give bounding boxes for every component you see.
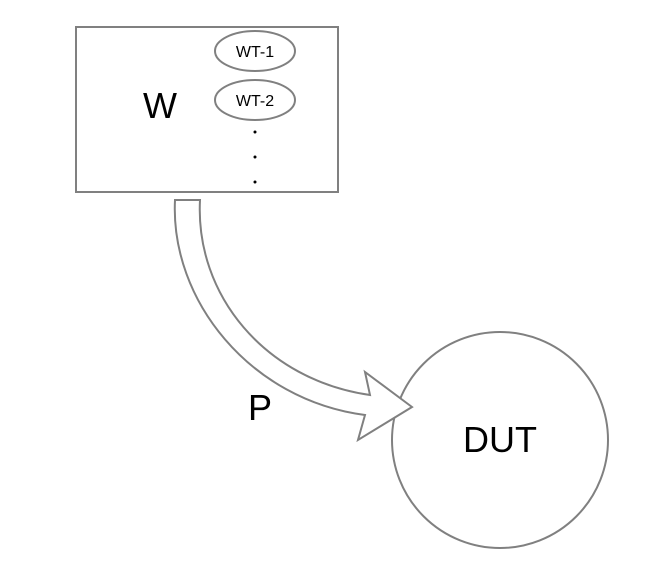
box-w-label: W — [143, 85, 177, 126]
dot-1 — [254, 131, 257, 134]
diagram-canvas: W WT-1 WT-2 DUT P — [0, 0, 663, 577]
dot-2 — [254, 156, 257, 159]
box-w — [76, 27, 338, 192]
arrow-p-label: P — [248, 387, 272, 428]
arrow-p — [175, 200, 412, 440]
dot-3 — [254, 181, 257, 184]
ellipse-wt1-label: WT-1 — [236, 44, 274, 61]
diagram-svg: W WT-1 WT-2 DUT P — [0, 0, 663, 577]
ellipse-wt2-label: WT-2 — [236, 93, 274, 110]
circle-dut-label: DUT — [463, 419, 537, 460]
